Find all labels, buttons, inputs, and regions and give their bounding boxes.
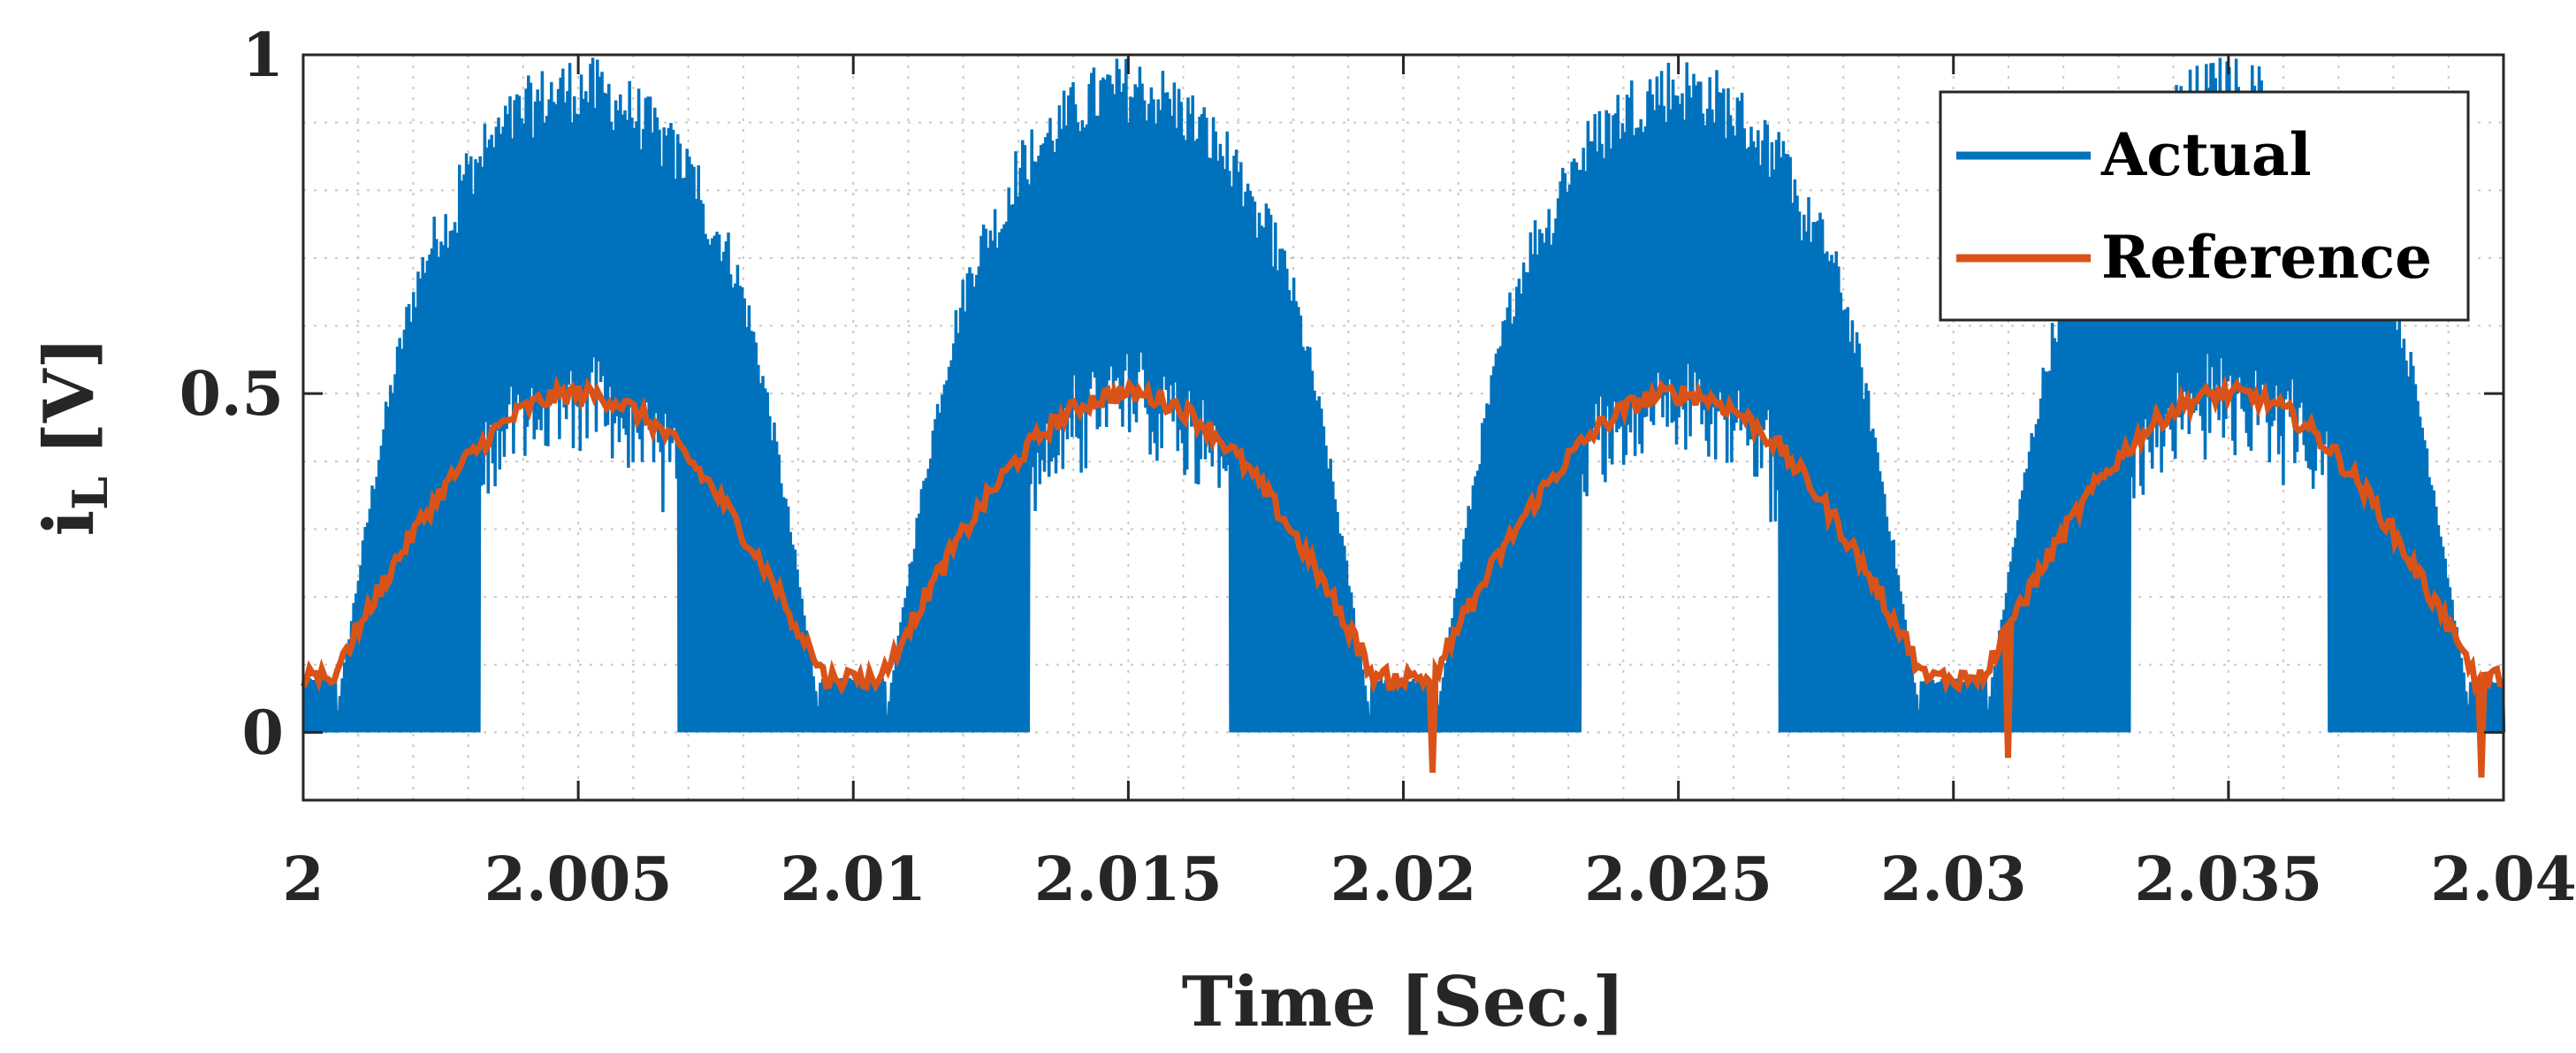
legend: Actual Reference: [1939, 90, 2470, 322]
y-tick-label: 0.5: [179, 359, 284, 430]
x-tick-label: 2.04: [2430, 844, 2576, 915]
tick-labels: 2 2.005 2.01 2.015 2.02 2.025 2.03 2.035 2.04 0 0.…: [179, 20, 2576, 915]
x-tick-label: 2.01: [780, 844, 926, 915]
y-axis-label: iL [V]: [29, 337, 118, 537]
series-reference-line: [300, 374, 2504, 778]
ticks: [301, 53, 2505, 800]
x-tick-label: 2.025: [1584, 844, 1772, 915]
x-tick-label: 2.015: [1034, 844, 1223, 915]
y-axis-label-sub: L: [62, 477, 118, 510]
legend-label-actual: Actual: [2100, 120, 2312, 189]
x-tick-label: 2.035: [2134, 844, 2322, 915]
x-axis-label: Time [Sec.]: [1182, 962, 1625, 1042]
y-tick-label: 0: [242, 698, 284, 768]
x-tick-label: 2: [282, 844, 324, 915]
x-tick-label: 2.02: [1330, 844, 1477, 915]
y-axis-label-main: i: [29, 510, 110, 537]
x-tick-label: 2.03: [1880, 844, 2027, 915]
y-tick-label: 1: [242, 20, 284, 91]
x-tick-label: 2.005: [484, 844, 673, 915]
y-axis-label-unit: [V]: [29, 337, 110, 455]
legend-label-reference: Reference: [2101, 223, 2432, 292]
legend-box: [1939, 90, 2470, 322]
